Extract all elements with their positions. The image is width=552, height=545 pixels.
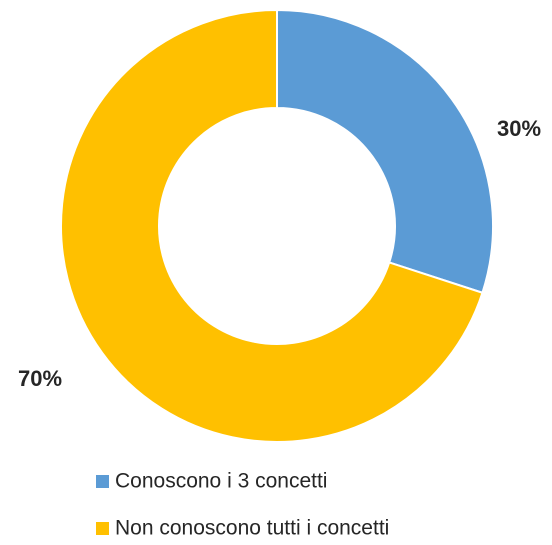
chart-data-labels: 30% 70% bbox=[18, 116, 541, 391]
legend-label-1: Conoscono i 3 concetti bbox=[115, 470, 327, 493]
legend-swatch-1 bbox=[96, 475, 109, 488]
chart-slices bbox=[60, 8, 494, 443]
legend-label-2: Non conoscono tutti i concetti bbox=[115, 517, 389, 540]
chart-legend: Conoscono i 3 concetti Non conoscono tutt… bbox=[96, 470, 389, 540]
data-label-2: 70% bbox=[18, 366, 62, 391]
doughnut-slice-2 bbox=[60, 8, 484, 443]
legend-swatch-2 bbox=[96, 522, 109, 535]
data-label-1: 30% bbox=[497, 116, 541, 141]
doughnut-slice-1 bbox=[276, 8, 494, 295]
